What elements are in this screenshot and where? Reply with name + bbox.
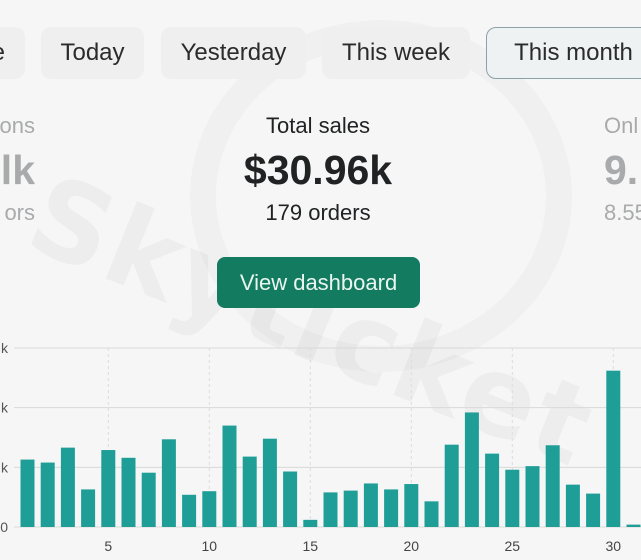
bar-day-3[interactable] <box>60 447 75 527</box>
bar-day-16[interactable] <box>323 492 338 527</box>
bar-day-17[interactable] <box>343 490 358 527</box>
bar-day-4[interactable] <box>81 489 96 527</box>
bar-day-24[interactable] <box>485 453 500 527</box>
bar-day-23[interactable] <box>464 412 479 527</box>
bar-day-19[interactable] <box>384 489 399 527</box>
bar-day-31[interactable] <box>626 524 641 527</box>
metric-sessions-label: ons <box>0 113 35 138</box>
y-tick-label: k <box>1 400 9 416</box>
bar-day-14[interactable] <box>283 471 298 527</box>
metric-sessions: ons lk ors <box>0 113 35 226</box>
tab-partial[interactable]: e <box>0 27 25 79</box>
metric-online-label: Onl <box>604 113 639 138</box>
bar-day-28[interactable] <box>565 484 580 527</box>
total-sales-orders: 179 orders <box>265 200 371 225</box>
x-tick-label: 20 <box>404 538 420 554</box>
bar-day-29[interactable] <box>586 493 601 527</box>
x-tick-label: 25 <box>505 538 521 554</box>
x-tick-label: 10 <box>202 538 218 554</box>
y-tick-label: k <box>1 340 9 356</box>
bar-day-15[interactable] <box>303 519 318 527</box>
bar-day-25[interactable] <box>505 469 520 527</box>
bar-day-12[interactable] <box>242 456 257 527</box>
tab-this-month[interactable]: This month <box>486 27 641 79</box>
bar-day-18[interactable] <box>363 483 378 527</box>
bar-day-22[interactable] <box>444 444 459 527</box>
metric-online-value: 9. <box>604 147 639 193</box>
view-dashboard-button[interactable]: View dashboard <box>217 257 420 308</box>
bar-day-26[interactable] <box>525 466 540 527</box>
total-sales-value: $30.96k <box>243 147 393 193</box>
tab-yesterday[interactable]: Yesterday <box>161 27 306 79</box>
bar-day-21[interactable] <box>424 501 439 527</box>
metric-online-sub: 8.55 <box>604 200 641 225</box>
bar-day-2[interactable] <box>40 462 55 527</box>
metric-online: Onl 9. 8.55 <box>604 113 641 226</box>
bar-day-20[interactable] <box>404 484 419 527</box>
y-tick-label: k <box>1 459 9 475</box>
x-tick-label: 5 <box>104 538 112 554</box>
sales-bar-chart: 0 k k k 5 10 15 20 25 30 <box>0 340 641 554</box>
bar-day-9[interactable] <box>182 494 197 527</box>
bar-day-7[interactable] <box>141 472 156 527</box>
bar-day-13[interactable] <box>262 438 277 527</box>
tab-today[interactable]: Today <box>41 27 144 79</box>
bar-day-8[interactable] <box>161 439 176 527</box>
total-sales-label: Total sales <box>266 113 370 138</box>
bar-day-10[interactable] <box>202 491 217 527</box>
bar-day-6[interactable] <box>121 457 136 527</box>
bar-day-11[interactable] <box>222 425 237 527</box>
y-tick-label: 0 <box>0 519 8 535</box>
bar-day-1[interactable] <box>20 459 35 527</box>
x-tick-label: 15 <box>303 538 319 554</box>
bar-day-27[interactable] <box>545 445 560 527</box>
metric-sessions-value: lk <box>0 147 35 193</box>
x-tick-label: 30 <box>606 538 622 554</box>
metric-total-sales: Total sales $30.96k 179 orders <box>168 113 468 226</box>
tab-this-week[interactable]: This week <box>322 27 470 79</box>
metric-sessions-sub: ors <box>4 200 35 225</box>
bar-day-5[interactable] <box>101 450 116 527</box>
bar-day-30[interactable] <box>606 370 621 527</box>
